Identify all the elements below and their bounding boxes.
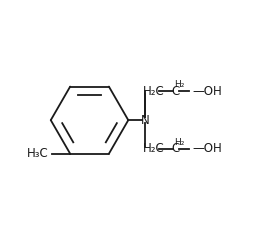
Text: H₂C: H₂C — [143, 142, 165, 155]
Text: C: C — [172, 85, 180, 98]
Text: H₃C: H₃C — [27, 147, 49, 160]
Text: H₂: H₂ — [174, 80, 185, 89]
Text: —OH: —OH — [193, 142, 222, 155]
Text: C: C — [172, 142, 180, 155]
Text: —OH: —OH — [193, 85, 222, 98]
Text: N: N — [140, 114, 149, 127]
Text: H₂C: H₂C — [143, 85, 165, 98]
Text: H₂: H₂ — [174, 138, 185, 147]
